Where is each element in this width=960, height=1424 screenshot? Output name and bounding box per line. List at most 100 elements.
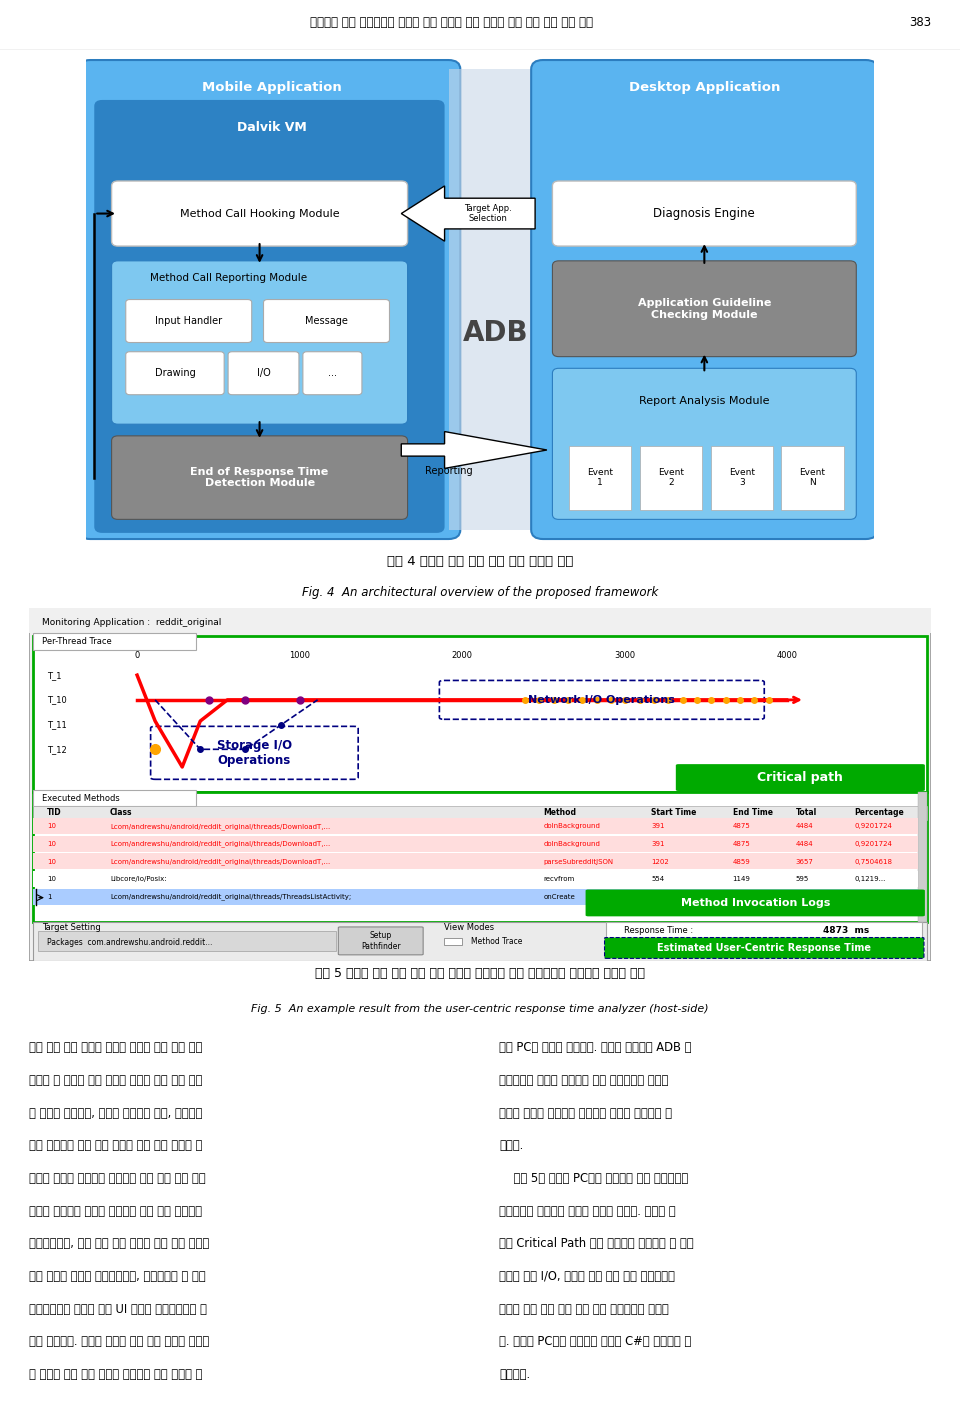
FancyBboxPatch shape xyxy=(29,608,931,632)
Text: 그림 5는 호스트 PC에서 동작하는 응용 프로그램이: 그림 5는 호스트 PC에서 동작하는 응용 프로그램이 xyxy=(499,1172,688,1185)
Text: 현하였다.: 현하였다. xyxy=(499,1368,530,1381)
FancyBboxPatch shape xyxy=(34,792,926,923)
Text: Report Analysis Module: Report Analysis Module xyxy=(639,396,770,406)
Text: 용자 중심 반응 시간의 판별과 연관이 있는 모든 메소: 용자 중심 반응 시간의 판별과 연관이 있는 모든 메소 xyxy=(29,1041,203,1054)
FancyBboxPatch shape xyxy=(34,923,926,961)
FancyBboxPatch shape xyxy=(605,937,924,958)
FancyBboxPatch shape xyxy=(607,923,923,938)
FancyBboxPatch shape xyxy=(676,765,924,790)
Text: End of Response Time
Detection Module: End of Response Time Detection Module xyxy=(190,467,328,488)
Text: 10: 10 xyxy=(47,876,56,883)
FancyBboxPatch shape xyxy=(552,181,856,246)
Text: 10: 10 xyxy=(47,823,56,829)
FancyBboxPatch shape xyxy=(34,806,926,820)
Text: 391: 391 xyxy=(652,842,665,847)
Text: Method Invocation Logs: Method Invocation Logs xyxy=(681,899,829,909)
Text: 모듈은 사용자의 입력을 처리하기 위한 콜백 메소드가: 모듈은 사용자의 입력을 처리하기 위한 콜백 메소드가 xyxy=(29,1205,202,1218)
FancyBboxPatch shape xyxy=(552,261,856,356)
Text: Executed Methods: Executed Methods xyxy=(42,795,120,803)
FancyBboxPatch shape xyxy=(639,446,702,510)
Text: Mobile Application: Mobile Application xyxy=(202,81,341,94)
Text: 급한 Critical Path 정보 이외에도 네트워크 및 저장: 급한 Critical Path 정보 이외에도 네트워크 및 저장 xyxy=(499,1237,694,1250)
FancyBboxPatch shape xyxy=(34,853,918,870)
Text: Setup
Pathfinder: Setup Pathfinder xyxy=(361,931,400,951)
Text: 정보의 형태로 가공하여 보여주는 역할은 이곳에서 담: 정보의 형태로 가공하여 보여주는 역할은 이곳에서 담 xyxy=(499,1106,672,1119)
Text: Packages  com.andrewshu.android.reddit...: Packages com.andrewshu.android.reddit... xyxy=(47,938,212,947)
Text: T_1: T_1 xyxy=(47,671,61,679)
FancyBboxPatch shape xyxy=(111,261,408,424)
Text: ADB: ADB xyxy=(463,319,529,347)
Text: Start Time: Start Time xyxy=(652,809,697,817)
Text: 부를 판별한다. 사용자 중심의 반응 완료 시점이 감지되: 부를 판별한다. 사용자 중심의 반응 완료 시점이 감지되 xyxy=(29,1336,209,1349)
Text: Event
1: Event 1 xyxy=(588,468,613,487)
Text: Lcom/andrewshu/android/reddit_original/threads/DownloadT,...: Lcom/andrewshu/android/reddit_original/t… xyxy=(110,859,330,864)
Text: 4484: 4484 xyxy=(796,823,813,829)
Text: 0,9201724: 0,9201724 xyxy=(854,842,893,847)
Text: 1149: 1149 xyxy=(732,876,751,883)
FancyBboxPatch shape xyxy=(710,446,773,510)
Text: 0,9201724: 0,9201724 xyxy=(854,823,893,829)
Text: Storage I/O
Operations: Storage I/O Operations xyxy=(217,739,292,768)
FancyBboxPatch shape xyxy=(34,819,918,834)
Text: 그림 4 사용자 중심 반응 시간 분석 도구의 구조: 그림 4 사용자 중심 반응 시간 분석 도구의 구조 xyxy=(387,555,573,568)
Text: Total: Total xyxy=(796,809,817,817)
FancyBboxPatch shape xyxy=(569,446,631,510)
FancyBboxPatch shape xyxy=(34,637,926,792)
Text: T_12: T_12 xyxy=(47,745,66,753)
Text: doInBackground: doInBackground xyxy=(543,823,600,829)
Text: View Modes: View Modes xyxy=(444,923,494,933)
Text: recvfrom: recvfrom xyxy=(543,876,574,883)
Text: Per-Thread Trace: Per-Thread Trace xyxy=(42,637,112,646)
Text: 4484: 4484 xyxy=(796,842,813,847)
FancyBboxPatch shape xyxy=(303,352,362,394)
Text: Input Handler: Input Handler xyxy=(156,316,223,326)
Text: End Time: End Time xyxy=(732,809,773,817)
FancyBboxPatch shape xyxy=(586,890,924,917)
Text: Application Guideline
Checking Module: Application Guideline Checking Module xyxy=(637,298,771,319)
Text: Lcom/andrewshu/android/reddit_original/threads/DownloadT,...: Lcom/andrewshu/android/reddit_original/t… xyxy=(110,823,330,830)
Text: Message: Message xyxy=(305,316,348,326)
Text: parseSubredditJSON: parseSubredditJSON xyxy=(543,859,613,864)
Text: Target App.
Selection: Target App. Selection xyxy=(464,204,512,224)
Text: T_11: T_11 xyxy=(47,721,66,729)
FancyBboxPatch shape xyxy=(338,927,423,956)
FancyBboxPatch shape xyxy=(263,299,390,343)
Text: doInBackground: doInBackground xyxy=(543,842,600,847)
Text: Target Setting: Target Setting xyxy=(42,923,101,933)
FancyBboxPatch shape xyxy=(440,681,764,719)
Text: 1000: 1000 xyxy=(289,651,310,661)
Text: 4875: 4875 xyxy=(732,823,751,829)
Text: 들이 자신의 작업을 완료하였는지, 마지막으로 각 실행: 들이 자신의 작업을 완료하였는지, 마지막으로 각 실행 xyxy=(29,1270,205,1283)
FancyBboxPatch shape xyxy=(126,299,252,343)
Text: 면 메소드 호출 기록 모듈에 저장되어 있는 정보를 호: 면 메소드 호출 기록 모듈에 저장되어 있는 정보를 호 xyxy=(29,1368,203,1381)
FancyBboxPatch shape xyxy=(531,60,877,540)
Text: 595: 595 xyxy=(796,876,809,883)
Text: 흐름으로부터 발생한 모든 UI 갱신이 완료되었는지 여: 흐름으로부터 발생한 모든 UI 갱신이 완료되었는지 여 xyxy=(29,1303,206,1316)
Text: 4875: 4875 xyxy=(732,842,751,847)
Text: 0,7504618: 0,7504618 xyxy=(854,859,893,864)
Text: 0,1219...: 0,1219... xyxy=(854,876,886,883)
Text: I/O: I/O xyxy=(256,369,271,379)
FancyBboxPatch shape xyxy=(444,938,462,946)
Text: TID: TID xyxy=(47,809,61,817)
Text: Method: Method xyxy=(543,809,576,817)
Text: Method Call Hooking Module: Method Call Hooking Module xyxy=(180,208,340,218)
Text: 함께 전달되는 인자 등이 메소드 호출 기록 모듈에 전: 함께 전달되는 인자 등이 메소드 호출 기록 모듈에 전 xyxy=(29,1139,203,1152)
Text: 당한다.: 당한다. xyxy=(499,1139,523,1152)
FancyBboxPatch shape xyxy=(37,931,336,951)
FancyBboxPatch shape xyxy=(781,446,844,510)
Text: Percentage: Percentage xyxy=(854,809,904,817)
FancyBboxPatch shape xyxy=(34,632,196,651)
Text: 메소드 호출 기록 정보 등을 함께 개발자에게 제공한: 메소드 호출 기록 정보 등을 함께 개발자에게 제공한 xyxy=(499,1303,669,1316)
Text: Method Trace: Method Trace xyxy=(471,937,522,947)
Text: 4000: 4000 xyxy=(777,651,798,661)
Text: 다. 호스트 PC에서 동작하는 응용은 C#을 이용하여 구: 다. 호스트 PC에서 동작하는 응용은 C#을 이용하여 구 xyxy=(499,1336,691,1349)
FancyBboxPatch shape xyxy=(34,836,918,852)
FancyBboxPatch shape xyxy=(151,726,358,779)
Text: 3657: 3657 xyxy=(796,859,814,864)
Text: 1202: 1202 xyxy=(652,859,669,864)
Text: Libcore/io/Posix:: Libcore/io/Posix: xyxy=(110,876,167,883)
Text: 10: 10 xyxy=(47,859,56,864)
Text: 에 의하여 감지되고, 호출한 메소드의 종류, 메소드와: 에 의하여 감지되고, 호출한 메소드의 종류, 메소드와 xyxy=(29,1106,203,1119)
Text: Diagnosis Engine: Diagnosis Engine xyxy=(654,206,756,221)
